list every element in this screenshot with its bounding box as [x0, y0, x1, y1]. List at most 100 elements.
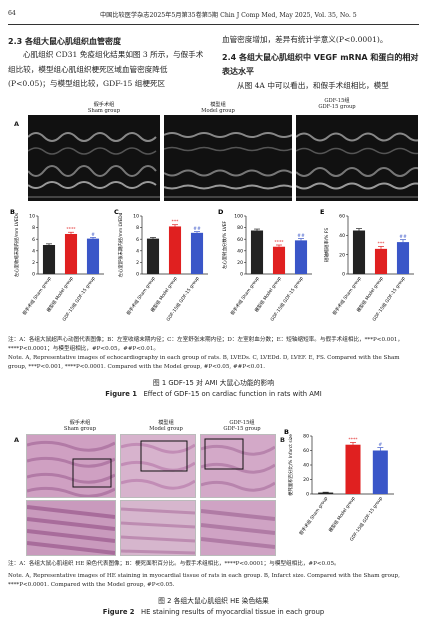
- chart-y-tick-label: 60: [339, 214, 345, 220]
- chart-y-tick-label: 6: [32, 237, 35, 243]
- chart-y-tick-label: 0: [342, 272, 345, 278]
- chart-y-tick-label: 0: [32, 272, 35, 278]
- chart-panel-label: E: [320, 208, 324, 216]
- chart-bar: [250, 230, 264, 274]
- section-2-3-text-cont: 血管密度增加，差异有统计学意义(P<0.0001)。: [222, 35, 388, 44]
- chart-significance-mark: ##: [399, 234, 407, 240]
- chart-y-tick-label: 0: [240, 272, 243, 278]
- chart-bar: [372, 450, 388, 494]
- chart-y-tick-label: 80: [237, 225, 243, 231]
- chart-y-tick-label: 4: [136, 248, 139, 254]
- fig2-note-cn: 注：A：各组大鼠心肌组织 HE 染色代表图像；B：梗死面积百分比。与假手术组相比…: [8, 561, 340, 567]
- chart-y-tick-label: 20: [339, 252, 345, 258]
- chart-y-tick-label: 100: [234, 214, 243, 220]
- fig2-note-en: Note. A, Representative images of HE sta…: [8, 573, 400, 589]
- chart-y-axis-label: 左心室收缩末期内径/mm LVEDs: [13, 212, 20, 277]
- chart-y-tick-label: 40: [339, 233, 345, 239]
- chart-bar: [396, 242, 410, 274]
- chart-y-tick-label: 40: [303, 463, 309, 469]
- chart-y-tick-label: 10: [133, 214, 139, 220]
- section-2-3-text: 心肌组织 CD31 免疫组化结果如图 3 所示，与假手术组比较，模型组心肌组织梗…: [8, 50, 204, 88]
- chart-y-tick-label: 20: [237, 260, 243, 266]
- chart-significance-mark: ##: [193, 226, 201, 232]
- chart-y-axis-label: 短轴缩短率/% FS: [323, 228, 330, 262]
- fig1-caption-en: Figure 1 Effect of GDF-15 on cardiac fun…: [105, 390, 322, 398]
- he-image-sham-high: [26, 500, 116, 556]
- chart-y-tick-label: 8: [32, 225, 35, 231]
- chart-y-tick-label: 0: [136, 272, 139, 278]
- echo-image-sham: [28, 115, 160, 201]
- chart-significance-mark: ****: [274, 240, 284, 246]
- chart-bar: [146, 238, 160, 274]
- fig2-group-label-model: 模型组 Model group: [149, 420, 183, 433]
- chart-y-tick-label: 60: [237, 237, 243, 243]
- chart-bar: [42, 245, 56, 274]
- chart-panel-label: C: [114, 208, 119, 216]
- chart-y-axis-label: 左心室舒张末期内径/mm LVEDd: [117, 212, 124, 277]
- chart-bar: [64, 233, 78, 274]
- chart-significance-mark: ***: [378, 241, 386, 247]
- he-image-sham-low: [26, 434, 116, 498]
- chart-bar: [374, 248, 388, 274]
- section-heading-2-4: 2.4 各组大鼠心肌组织中 VEGF mRNA 和蛋白的相对表达水平: [222, 53, 419, 76]
- chart-y-tick-label: 6: [136, 237, 139, 243]
- fig2-caption-en: Figure 2 HE staining results of myocardi…: [102, 608, 325, 616]
- chart-bar: [318, 492, 334, 494]
- fig2-panel-b-label: B: [280, 436, 285, 444]
- chart-y-tick-label: 10: [29, 214, 35, 220]
- fig1-group-label-model: 模型组 Model group: [201, 102, 235, 115]
- echo-image-gdf15: [296, 115, 418, 201]
- fig1-group-label-sham: 假手术组 Sham group: [87, 102, 121, 115]
- fig2-caption-cn: 图 2 各组大鼠心肌组织 HE 染色结果: [158, 597, 269, 605]
- chart-bar: [168, 226, 182, 274]
- he-image-model-high: [120, 500, 196, 556]
- page-number: 64: [8, 10, 16, 17]
- chart-y-tick-label: 60: [303, 448, 309, 454]
- chart-bar: [272, 246, 286, 274]
- chart-significance-mark: ***: [172, 219, 180, 225]
- chart-significance-mark: ****: [348, 437, 358, 443]
- figure-2: A B 假手术组 Sham group 模型组 Model group GDF-15…: [8, 416, 419, 626]
- chart-bar: [190, 232, 204, 274]
- chart-y-axis-label: 梗死面积百分比/% Infarct size: [287, 434, 294, 496]
- section-heading-2-3: 2.3 各组大鼠心肌组织血管密度: [8, 37, 121, 46]
- chart-category-label: 假手术组 Sham group: [297, 495, 329, 537]
- chart-significance-mark: ****: [66, 227, 76, 233]
- chart-y-tick-label: 4: [32, 248, 35, 254]
- figure-1: A 假手术组 Sham group 模型组 Model group GDF-15组 G…: [8, 98, 419, 402]
- chart-bar: [345, 444, 361, 494]
- chart-panel-label: B: [284, 428, 289, 436]
- fig1-note-en: Note. A, Representative images of echoca…: [8, 355, 400, 371]
- chart-y-tick-label: 2: [32, 260, 35, 266]
- fig1-group-label-gdf15: GDF-15组 GDF-15 group: [318, 98, 356, 111]
- echo-image-model: [164, 115, 292, 201]
- chart-bar: [294, 240, 308, 274]
- fig2-group-label-gdf15: GDF-15组 GDF-15 group: [223, 420, 261, 433]
- chart-y-axis-label: 左心室射血分数/% LVEF: [221, 221, 228, 270]
- chart-y-tick-label: 80: [303, 434, 309, 440]
- fig1-caption-cn: 图 1 GDF-15 对 AMI 大鼠心功能的影响: [152, 379, 275, 387]
- fig1-note-cn: 注：A：各组大鼠超声心动图代表图像；B：左室收缩末期内径；C：左室舒张末期内径；…: [8, 337, 404, 353]
- he-image-model-low: [120, 434, 196, 498]
- chart-bar: [86, 238, 100, 274]
- fig1-panel-a-label: A: [14, 120, 20, 128]
- he-image-gdf15-high: [200, 500, 276, 556]
- journal-header: 中国比较医学杂志2025年5月第35卷第5期 Chin J Comp Med, …: [100, 12, 357, 19]
- chart-significance-mark: #: [91, 232, 95, 238]
- chart-y-tick-label: 8: [136, 225, 139, 231]
- fig2-panel-a-label: A: [14, 436, 20, 444]
- chart-panel-label: B: [10, 208, 15, 216]
- chart-category-label: 模型组 Model group: [327, 495, 357, 534]
- header-rule: [8, 24, 419, 25]
- chart-y-tick-label: 2: [136, 260, 139, 266]
- chart-y-tick-label: 20: [303, 477, 309, 483]
- chart-significance-mark: #: [378, 442, 382, 448]
- fig2-group-label-sham: 假手术组 Sham group: [63, 420, 97, 433]
- chart-y-tick-label: 40: [237, 248, 243, 254]
- he-image-gdf15-low: [200, 434, 276, 498]
